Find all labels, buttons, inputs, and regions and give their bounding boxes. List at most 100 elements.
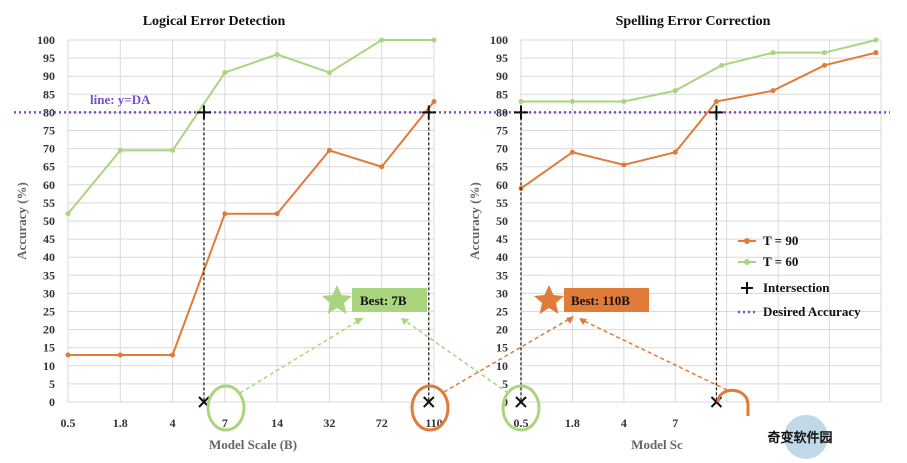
chart-2-series-t90-point-7: [873, 50, 879, 56]
chart-2-ytick-55: 55: [496, 196, 508, 210]
chart-2-series-t60-point-1: [569, 99, 575, 105]
chart-2-axis-cross-icon-0: [515, 396, 527, 408]
chart-2-ytick-50: 50: [496, 214, 508, 228]
legend-item-t90: T = 90: [738, 233, 798, 248]
chart-2-series-t60-point-2: [621, 99, 627, 105]
watermark: 奇变软件园: [767, 415, 833, 459]
chart-2-xtick-3: 7: [672, 416, 678, 430]
chart-1-ylabel: Accuracy (%): [14, 182, 29, 260]
chart-2-ytick-25: 25: [496, 305, 508, 319]
legend-item-t60: T = 60: [738, 254, 798, 269]
chart-1-series-t90-point-4: [274, 211, 280, 217]
chart-1-series-t90-point-5: [326, 147, 332, 153]
chart-2-series-t60-point-3: [672, 88, 678, 94]
chart-1-xtick-6: 72: [376, 416, 388, 430]
chart-1-series-t90-point-2: [170, 352, 176, 358]
chart-2-series-t60-point-4: [719, 62, 725, 68]
chart-1-xtick-2: 4: [170, 416, 176, 430]
chart-2-ytick-65: 65: [496, 160, 508, 174]
chart-2-title: Spelling Error Correction: [616, 14, 771, 29]
chart-1-axis-cross-icon-1: [423, 396, 435, 408]
best-callout-2: Best: 110B: [534, 285, 649, 314]
chart-1-xtick-3: 7: [222, 416, 228, 430]
chart-1-ytick-60: 60: [43, 178, 55, 192]
chart-1-xtick-4: 14: [271, 416, 283, 430]
best-label-1: Best: 7B: [360, 293, 407, 308]
chart-2-xtick-0: 0.5: [514, 416, 529, 430]
chart-2-series-t60-point-6: [821, 50, 827, 56]
chart-1-ytick-85: 85: [43, 87, 55, 101]
legend-item-intersection: Intersection: [741, 280, 830, 295]
callout-arrows: [239, 316, 728, 394]
chart-1-intersection-plus-icon-1: [421, 105, 436, 120]
chart-1-series-t90-point-0: [65, 352, 71, 358]
chart-2-ytick-80: 80: [496, 105, 508, 119]
chart-2-ytick-10: 10: [496, 359, 508, 373]
legend: T = 90 T = 60 Intersection Desired Accur…: [738, 233, 861, 319]
chart-1-ytick-40: 40: [43, 250, 55, 264]
chart-1-xtick-0: 0.5: [61, 416, 76, 430]
chart-2-ytick-70: 70: [496, 142, 508, 156]
highlight-ellipse-green-2: [501, 384, 541, 432]
chart-2-series-t90-point-1: [569, 149, 575, 155]
chart-2-ytick-15: 15: [496, 341, 508, 355]
chart-1-series-t90-point-7: [431, 99, 437, 105]
series-layer: [65, 37, 879, 358]
chart-1-series-t60-line: [67, 39, 434, 215]
highlight-ellipse-orange-1: [410, 384, 450, 432]
green-star-icon: [322, 285, 352, 314]
cross-b: [198, 396, 210, 408]
chart-1-ytick-70: 70: [43, 142, 55, 156]
chart-2-series-t60-line: [521, 39, 877, 103]
chart-2-series-t90-point-2: [621, 162, 627, 168]
legend-label-t60: T = 60: [763, 254, 798, 269]
chart-1-ytick-100: 100: [37, 33, 55, 47]
chart-2-xtick-2: 4: [621, 416, 627, 430]
chart-2-series-t60-point-7: [873, 37, 879, 43]
legend-label-intersection: Intersection: [763, 280, 830, 295]
marks-layer: [196, 105, 724, 408]
cross-b: [423, 396, 435, 408]
chart-2-ytick-85: 85: [496, 87, 508, 101]
best-callout-1: Best: 7B: [322, 285, 427, 314]
chart-1-ytick-25: 25: [43, 305, 55, 319]
chart-1-series-t60-point-6: [379, 37, 385, 43]
chart-2-ylabel: Accuracy (%): [467, 182, 482, 260]
chart-1-series-t60-point-5: [326, 70, 332, 76]
chart-1-title: Logical Error Detection: [143, 14, 286, 29]
chart-1-ytick-5: 5: [49, 377, 55, 391]
cross-b: [515, 396, 527, 408]
chart-1-series-t90-line: [68, 100, 435, 356]
chart-2-series-t60-point-5: [770, 50, 776, 56]
chart-1-ytick-95: 95: [43, 51, 55, 65]
best-label-2: Best: 110B: [571, 293, 630, 308]
chart-1-ytick-0: 0: [49, 395, 55, 409]
chart-2-ytick-75: 75: [496, 124, 508, 138]
chart-2-ytick-90: 90: [496, 69, 508, 83]
watermark-text: 奇变软件园: [767, 430, 832, 446]
legend-label-desired: Desired Accuracy: [763, 304, 861, 319]
chart-1-xtick-1: 1.8: [113, 416, 128, 430]
highlight-ellipse-orange-2: [716, 388, 750, 416]
chart-2-ytick-60: 60: [496, 178, 508, 192]
chart-1-series-t60-point-2: [170, 147, 176, 153]
highlight-ellipse-green-1: [206, 384, 246, 432]
chart-2-series-t90-line: [520, 51, 877, 190]
chart-1-intersection-plus-icon-0: [196, 105, 211, 120]
chart-1-ytick-65: 65: [43, 160, 55, 174]
chart-2-series-t90-point-3: [672, 149, 678, 155]
chart-2-series-t60-point-0: [518, 99, 524, 105]
chart-2-intersection-plus-icon-0: [514, 105, 528, 120]
chart-2-ytick-100: 100: [490, 33, 508, 47]
chart-2-intersection-plus-icon-1: [709, 105, 724, 120]
chart-2-ytick-40: 40: [496, 250, 508, 264]
chart-1-ytick-20: 20: [43, 323, 55, 337]
chart-1-series-t90-point-1: [117, 352, 123, 358]
grid-layer: 0510152025303540455055606570758085909510…: [37, 33, 882, 430]
chart-1-ytick-55: 55: [43, 196, 55, 210]
orange-star-icon: [534, 285, 564, 314]
chart-1-ytick-90: 90: [43, 69, 55, 83]
legend-label-t90: T = 90: [763, 233, 798, 248]
chart-1-series-t60-point-4: [274, 51, 280, 57]
